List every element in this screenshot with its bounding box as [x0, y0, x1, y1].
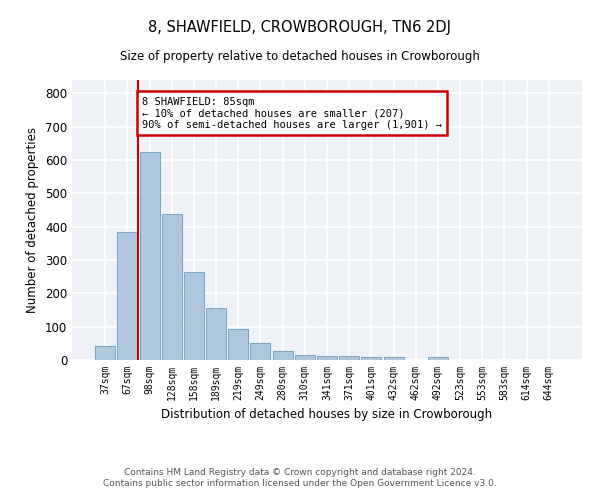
Bar	[295, 354, 315, 360]
X-axis label: Distribution of detached houses by size in Crowborough: Distribution of detached houses by size …	[161, 408, 493, 422]
Bar	[428, 358, 448, 360]
Text: 8, SHAWFIELD, CROWBOROUGH, TN6 2DJ: 8, SHAWFIELD, CROWBOROUGH, TN6 2DJ	[149, 20, 452, 35]
Bar	[206, 308, 226, 360]
Text: 8 SHAWFIELD: 85sqm
← 10% of detached houses are smaller (207)
90% of semi-detach: 8 SHAWFIELD: 85sqm ← 10% of detached hou…	[142, 96, 442, 130]
Text: Contains HM Land Registry data © Crown copyright and database right 2024.
Contai: Contains HM Land Registry data © Crown c…	[103, 468, 497, 487]
Bar	[228, 328, 248, 360]
Bar	[317, 356, 337, 360]
Bar	[250, 342, 271, 360]
Bar	[272, 351, 293, 360]
Bar	[184, 272, 204, 360]
Bar	[162, 214, 182, 360]
Bar	[339, 356, 359, 360]
Bar	[383, 356, 404, 360]
Bar	[95, 346, 115, 360]
Bar	[361, 356, 382, 360]
Text: Size of property relative to detached houses in Crowborough: Size of property relative to detached ho…	[120, 50, 480, 63]
Y-axis label: Number of detached properties: Number of detached properties	[26, 127, 40, 313]
Bar	[140, 152, 160, 360]
Bar	[118, 232, 137, 360]
